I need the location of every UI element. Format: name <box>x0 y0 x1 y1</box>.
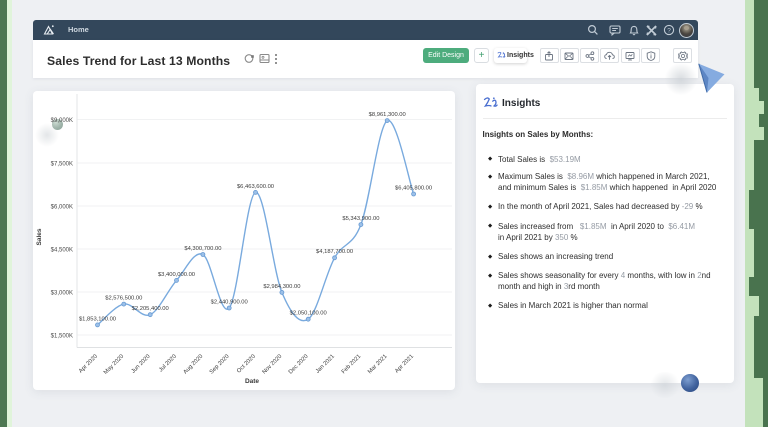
svg-text:$5,343,900.00: $5,343,900.00 <box>342 216 379 222</box>
svg-text:Date: Date <box>245 378 259 385</box>
svg-text:$8,961,300.00: $8,961,300.00 <box>369 112 406 118</box>
svg-text:Feb 2021: Feb 2021 <box>341 354 363 376</box>
svg-text:$4,300,700.00: $4,300,700.00 <box>184 246 221 252</box>
svg-text:$9,000K: $9,000K <box>51 118 73 124</box>
svg-text:Dec 2020: Dec 2020 <box>288 354 310 376</box>
svg-text:$6,463,600.00: $6,463,600.00 <box>237 184 274 190</box>
svg-text:Sep 2020: Sep 2020 <box>209 354 231 376</box>
svg-text:$2,205,400.00: $2,205,400.00 <box>132 306 169 312</box>
svg-text:$1,500K: $1,500K <box>51 333 73 339</box>
svg-text:$2,576,500.00: $2,576,500.00 <box>105 296 142 302</box>
svg-text:Apr 2021: Apr 2021 <box>394 354 415 375</box>
svg-text:$3,400,000.00: $3,400,000.00 <box>158 272 195 278</box>
svg-text:Apr 2020: Apr 2020 <box>78 354 99 375</box>
svg-text:$7,500K: $7,500K <box>51 161 73 167</box>
svg-text:Jun 2020: Jun 2020 <box>131 354 152 375</box>
svg-text:$4,187,700.00: $4,187,700.00 <box>316 249 353 255</box>
svg-text:Jul 2020: Jul 2020 <box>158 354 178 374</box>
svg-text:$6,405,800.00: $6,405,800.00 <box>395 185 432 191</box>
svg-text:$2,984,300.00: $2,984,300.00 <box>263 284 300 290</box>
svg-text:$4,500K: $4,500K <box>51 247 73 253</box>
svg-text:Mar 2021: Mar 2021 <box>367 354 389 376</box>
svg-text:Jan 2021: Jan 2021 <box>315 354 336 375</box>
svg-text:$3,000K: $3,000K <box>51 290 73 296</box>
svg-text:Nov 2020: Nov 2020 <box>262 354 284 376</box>
svg-text:$2,050,100.00: $2,050,100.00 <box>290 311 327 317</box>
svg-text:Oct 2020: Oct 2020 <box>236 354 257 375</box>
svg-text:$1,853,100.00: $1,853,100.00 <box>79 316 116 322</box>
svg-text:May 2020: May 2020 <box>103 354 125 376</box>
svg-text:$6,000K: $6,000K <box>51 204 73 210</box>
svg-text:Sales: Sales <box>36 228 43 245</box>
svg-text:$2,440,900.00: $2,440,900.00 <box>211 299 248 305</box>
svg-text:Aug 2020: Aug 2020 <box>183 354 205 376</box>
svg-text:?: ? <box>667 27 671 34</box>
